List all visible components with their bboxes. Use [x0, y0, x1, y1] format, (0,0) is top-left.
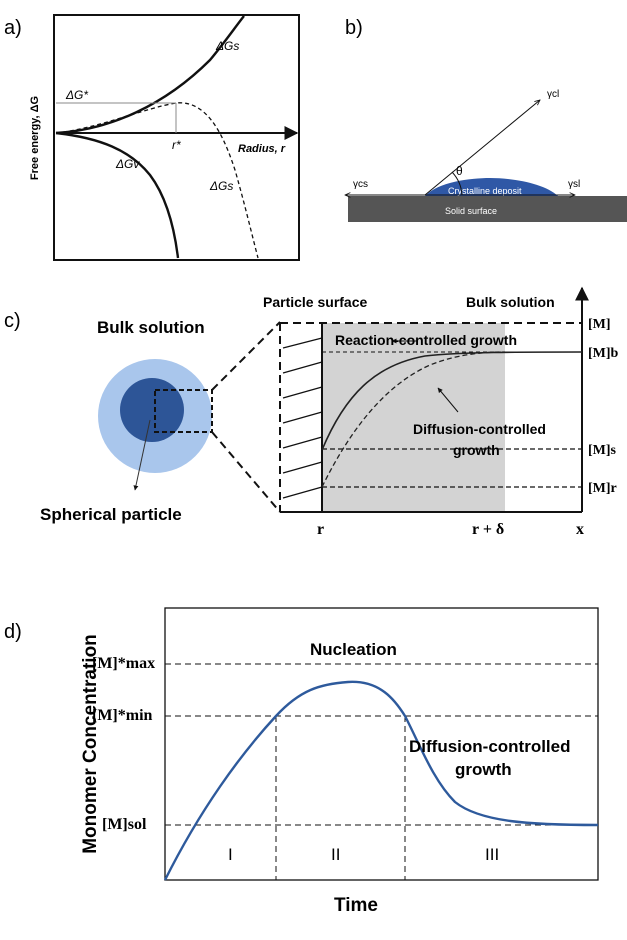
panel-c: c) Bulk solution Spherical particle Part…	[4, 286, 619, 538]
surface-energy-curve	[55, 15, 245, 135]
dgv-label: ΔGv	[115, 157, 140, 171]
diffusion-growth-label-1: Diffusion-controlled	[413, 421, 546, 437]
stage-2-label: II	[331, 845, 340, 864]
panel-c-label: c)	[4, 310, 21, 332]
bulk-solution-right-label: Bulk solution	[466, 294, 555, 310]
panel-d-frame	[164, 607, 599, 881]
dgs-upper-label: ΔGs	[215, 39, 239, 53]
zoom-line-bottom	[211, 431, 281, 513]
r-delta-tick-label: r + δ	[472, 521, 504, 538]
theta-arc	[451, 171, 463, 196]
time-axis-label: Time	[334, 895, 378, 916]
gamma-sl-label: γsl	[568, 179, 580, 190]
panel-a: a) Free energy, ΔG Radius, r ΔG* r* ΔGs …	[4, 14, 300, 261]
reaction-controlled-profile	[321, 351, 583, 451]
zoom-box	[154, 389, 213, 433]
panel-d: d) Monomer Concentration Time [M]*max [M…	[4, 607, 599, 916]
m-label: [M]	[588, 317, 611, 332]
radius-axis-label: Radius, r	[238, 143, 286, 155]
reaction-growth-label: Reaction-controlled growth	[335, 332, 517, 348]
crystalline-deposit-label: Crystalline deposit	[448, 186, 522, 196]
free-energy-axis-label: Free energy, ΔG	[29, 96, 41, 180]
m-b-label: [M]b	[588, 346, 619, 361]
diffusion-arrow	[437, 387, 459, 413]
crystalline-deposit	[425, 178, 558, 196]
diffusion-layer-shading	[322, 323, 505, 513]
monomer-concentration-axis-label: Monomer Concentration	[80, 634, 101, 854]
particle-surface-label: Particle surface	[263, 294, 367, 310]
m-min-label: [M]*min	[92, 707, 153, 724]
concentration-curve	[163, 680, 599, 881]
volume-energy-curve	[55, 131, 180, 259]
particle-surface-hatching	[282, 337, 323, 499]
diffusion-growth-label-2: growth	[453, 442, 500, 458]
zoom-line-top	[211, 321, 281, 391]
solid-surface-block	[348, 196, 627, 222]
m-r-label: [M]r	[588, 481, 617, 496]
gamma-cl-label: γcl	[547, 89, 559, 100]
m-sol-label: [M]sol	[102, 816, 147, 833]
diffusion-growth-d-label-1: Diffusion-controlled	[409, 737, 570, 756]
particle-core	[120, 378, 184, 442]
panel-a-frame	[53, 14, 300, 261]
diffusion-growth-d-label-2: growth	[455, 760, 512, 779]
m-max-label: [M]*max	[92, 655, 155, 672]
solid-surface-label: Solid surface	[445, 206, 497, 216]
bulk-solution-left-label: Bulk solution	[97, 318, 205, 337]
theta-label: θ	[456, 164, 463, 178]
panel-a-label: a)	[4, 17, 22, 39]
spherical-particle-label: Spherical particle	[40, 505, 182, 524]
dgs-lower-label: ΔGs	[209, 179, 233, 193]
particle-pointer	[133, 419, 151, 491]
r-star-label: r*	[172, 138, 181, 152]
total-energy-curve	[55, 102, 259, 259]
gamma-cs-label: γcs	[353, 179, 368, 190]
panel-d-label: d)	[4, 621, 22, 643]
stage-1-label: I	[228, 845, 233, 864]
x-axis-label: x	[576, 521, 584, 538]
nucleation-label: Nucleation	[310, 640, 397, 659]
r-tick-label: r	[317, 521, 324, 538]
dg-star-label: ΔG*	[65, 88, 88, 102]
gamma-cl-vector	[424, 100, 540, 196]
stage-3-label: III	[485, 845, 499, 864]
panel-b: b) Solid surface Crystalline deposit θ γ…	[345, 17, 627, 222]
panel-b-label: b)	[345, 17, 363, 39]
m-s-label: [M]s	[588, 443, 617, 458]
